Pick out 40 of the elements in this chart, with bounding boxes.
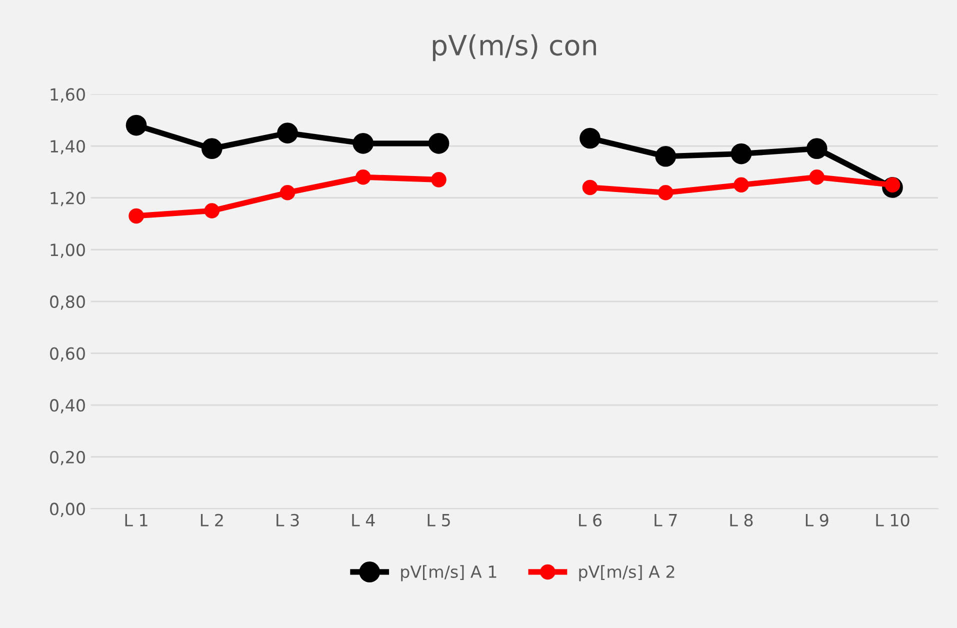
point xyxy=(580,128,600,149)
x-tick-label: L 4 xyxy=(352,514,375,526)
point xyxy=(277,122,298,144)
y-tick-label: 0,00 xyxy=(50,502,85,517)
x-tick-label: L 10 xyxy=(876,514,910,526)
x-tick-label: L 5 xyxy=(428,514,450,526)
legend-label: pV[m/s] A 2 xyxy=(579,565,674,582)
chart-title: pV(m/s) con xyxy=(432,34,596,62)
point xyxy=(204,203,220,218)
x-tick-label: L 8 xyxy=(730,514,753,526)
point xyxy=(431,172,446,188)
point xyxy=(356,169,371,185)
y-tick-label: 1,40 xyxy=(50,140,85,154)
point xyxy=(126,114,147,136)
x-tick-label: L 2 xyxy=(200,514,223,526)
point xyxy=(128,208,144,224)
y-tick-label: 1,20 xyxy=(50,192,85,206)
x-tick-label: L 7 xyxy=(654,514,677,526)
point xyxy=(201,138,222,160)
x-tick-label: L 9 xyxy=(806,514,828,526)
x-tick-label: L 6 xyxy=(579,514,602,526)
x-tick-label: L 1 xyxy=(125,514,148,526)
x-tick-label: L 3 xyxy=(276,514,299,526)
point xyxy=(734,177,749,193)
point xyxy=(280,185,296,200)
y-tick-label: 1,00 xyxy=(50,244,85,258)
y-tick-label: 0,80 xyxy=(50,295,85,310)
y-tick-label: 0,60 xyxy=(50,347,85,362)
point xyxy=(809,169,825,185)
y-tick-label: 0,40 xyxy=(50,399,85,414)
y-tick-label: 0,20 xyxy=(50,450,85,466)
point xyxy=(655,146,676,167)
point xyxy=(428,133,450,154)
legend-label: pV[m/s] A 1 xyxy=(401,565,496,582)
point xyxy=(730,143,752,164)
point xyxy=(806,138,828,160)
point xyxy=(658,185,674,200)
point xyxy=(352,133,374,154)
point xyxy=(582,180,598,196)
y-tick-label: 1,60 xyxy=(50,88,85,102)
